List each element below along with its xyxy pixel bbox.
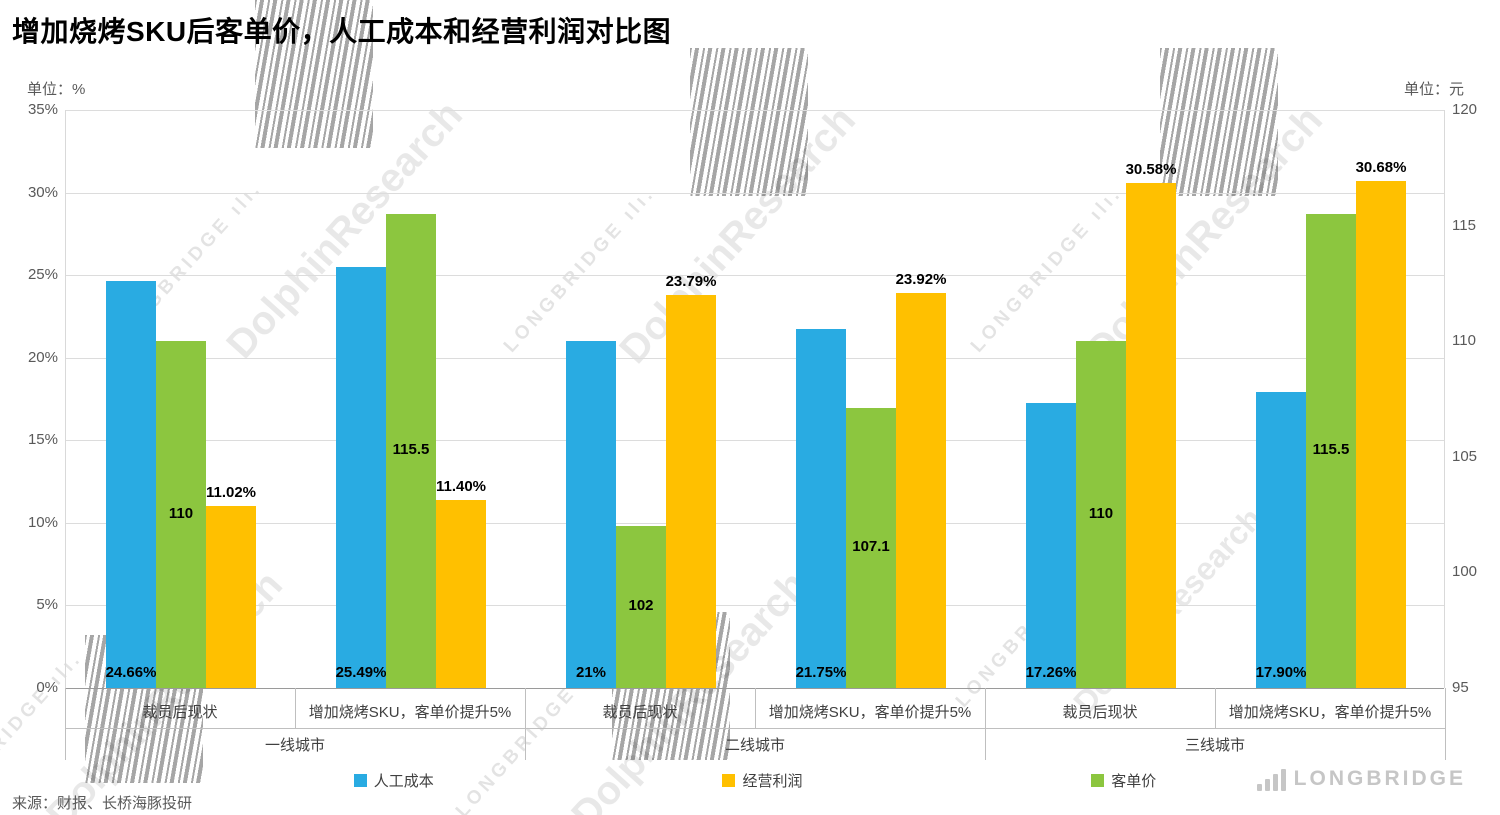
bar-value-label: 110 bbox=[168, 504, 194, 522]
bar-value-label: 21.75% bbox=[795, 664, 847, 681]
bar-series-1 bbox=[566, 341, 616, 688]
right-axis-tick-label: 100 bbox=[1452, 563, 1478, 581]
gridline bbox=[66, 522, 1444, 524]
left-axis-tick-label: 20% bbox=[27, 348, 58, 366]
gridline bbox=[66, 110, 1444, 111]
gridline bbox=[66, 605, 1444, 607]
legend-item-1: 人工成本 bbox=[353, 770, 434, 791]
left-axis-tick-label: 35% bbox=[27, 101, 58, 118]
bar-series-2 bbox=[616, 526, 666, 688]
bar-value-label: 115.5 bbox=[1312, 441, 1350, 459]
x-axis-divider bbox=[65, 728, 1445, 729]
right-axis-tick-label: 105 bbox=[1452, 447, 1478, 465]
bar-series-1 bbox=[1256, 392, 1306, 688]
bar-series-2 bbox=[1306, 214, 1356, 688]
bar-series-1 bbox=[796, 328, 846, 688]
bar-value-label: 17.90% bbox=[1255, 664, 1307, 681]
x-axis-tick bbox=[65, 688, 66, 760]
x-subcategory-label: 裁员后现状 bbox=[1062, 704, 1138, 721]
bar-value-label: 23.79% bbox=[665, 273, 717, 291]
x-axis-tick bbox=[1445, 688, 1446, 760]
bar-value-label: 11.02% bbox=[205, 484, 257, 501]
x-subcategory-label: 增加烧烤SKU，客单价提升5% bbox=[308, 704, 512, 721]
chart-title: 增加烧烤SKU后客单价，人工成本和经营利润对比图 bbox=[12, 16, 672, 47]
legend-swatch bbox=[722, 774, 736, 787]
bar-series-3 bbox=[436, 499, 486, 688]
bar-value-label: 107.1 bbox=[852, 538, 890, 556]
x-city-label: 三线城市 bbox=[1184, 737, 1245, 754]
bar-series-3 bbox=[666, 295, 716, 688]
legend-swatch bbox=[353, 774, 367, 787]
legend: 人工成本 经营利润 客单价 bbox=[65, 770, 1445, 791]
legend-item-3: 客单价 bbox=[1091, 770, 1156, 791]
source-text: 来源：财报、长桥海豚投研 bbox=[12, 795, 193, 812]
x-subcategory-label: 增加烧烤SKU，客单价提升5% bbox=[768, 704, 972, 721]
bar-series-1 bbox=[336, 267, 386, 688]
x-axis-tick bbox=[985, 688, 986, 760]
bar-series-1 bbox=[1026, 402, 1076, 688]
gridline bbox=[66, 357, 1444, 359]
legend-swatch bbox=[1091, 774, 1105, 787]
bar-series-3 bbox=[206, 506, 256, 688]
bar-series-3 bbox=[1126, 183, 1176, 688]
bar-value-label: 17.26% bbox=[1025, 664, 1077, 681]
legend-item-2: 经营利润 bbox=[722, 770, 803, 791]
bar-series-2 bbox=[1076, 341, 1126, 688]
left-axis-tick-label: 0% bbox=[36, 679, 58, 696]
gridline bbox=[66, 440, 1444, 442]
bar-value-label: 30.58% bbox=[1125, 160, 1177, 178]
bar-series-3 bbox=[896, 292, 946, 688]
x-subcategory-label: 裁员后现状 bbox=[602, 704, 678, 721]
right-axis-tick-label: 95 bbox=[1452, 679, 1469, 696]
bar-series-2 bbox=[386, 214, 436, 688]
x-axis-tick bbox=[1215, 688, 1216, 728]
bar-series-2 bbox=[846, 408, 896, 688]
gridline bbox=[66, 192, 1444, 194]
x-axis: 裁员后现状 增加烧烤SKU，客单价提升5% 一线城市 裁员后现状 增加烧烤SKU，客单价… bbox=[65, 688, 1446, 764]
x-axis-tick bbox=[525, 688, 526, 760]
bar-value-label: 21% bbox=[575, 664, 607, 681]
bar-series-3 bbox=[1356, 181, 1406, 688]
bar-value-label: 25.49% bbox=[335, 664, 387, 681]
bar-value-label: 23.92% bbox=[895, 270, 947, 288]
left-axis-unit-label: 单位：% bbox=[27, 81, 86, 98]
left-axis-tick-label: 25% bbox=[27, 266, 58, 284]
right-axis-tick-label: 120 bbox=[1452, 101, 1478, 118]
x-subcategory-label: 增加烧烤SKU，客单价提升5% bbox=[1228, 704, 1432, 721]
bar-value-label: 115.5 bbox=[392, 441, 430, 459]
left-axis-tick-label: 10% bbox=[27, 513, 58, 531]
x-city-label: 二线城市 bbox=[724, 737, 785, 754]
right-axis-tick-label: 115 bbox=[1452, 216, 1476, 234]
legend-label: 客单价 bbox=[1111, 773, 1157, 790]
bar-value-label: 110 bbox=[1088, 504, 1114, 522]
bar-value-label: 102 bbox=[628, 597, 654, 615]
plot-area: 24.66% 25.49% 21% 21.75% 17.26% 17.90% 110 115.… bbox=[65, 110, 1445, 689]
logo-text: LONGBRIDGE bbox=[1293, 767, 1466, 790]
right-axis: 120 115 110 105 100 95 bbox=[1452, 101, 1498, 696]
right-axis-unit-label: 单位：元 bbox=[1403, 81, 1464, 98]
bar-value-label: 30.68% bbox=[1355, 159, 1407, 177]
bar-series-2 bbox=[156, 341, 206, 688]
legend-label: 人工成本 bbox=[373, 773, 434, 790]
left-axis-tick-label: 30% bbox=[27, 183, 58, 201]
x-subcategory-label: 裁员后现状 bbox=[142, 704, 218, 721]
x-city-label: 一线城市 bbox=[264, 737, 325, 754]
logo-bars-icon bbox=[1256, 769, 1286, 791]
legend-label: 经营利润 bbox=[742, 773, 803, 790]
bar-series-1 bbox=[106, 280, 156, 688]
bar-value-label: 11.40% bbox=[435, 477, 487, 495]
left-axis-tick-label: 5% bbox=[36, 596, 58, 614]
left-axis-tick-label: 15% bbox=[27, 431, 58, 449]
longbridge-logo: LONGBRIDGE bbox=[1256, 767, 1466, 791]
x-axis-tick bbox=[755, 688, 756, 728]
right-axis-tick-label: 110 bbox=[1452, 332, 1476, 350]
bar-value-label: 24.66% bbox=[105, 664, 157, 681]
left-axis: 35% 30% 25% 20% 15% 10% 5% 0% bbox=[0, 101, 58, 696]
gridline bbox=[66, 275, 1444, 277]
x-axis-tick bbox=[295, 688, 296, 728]
